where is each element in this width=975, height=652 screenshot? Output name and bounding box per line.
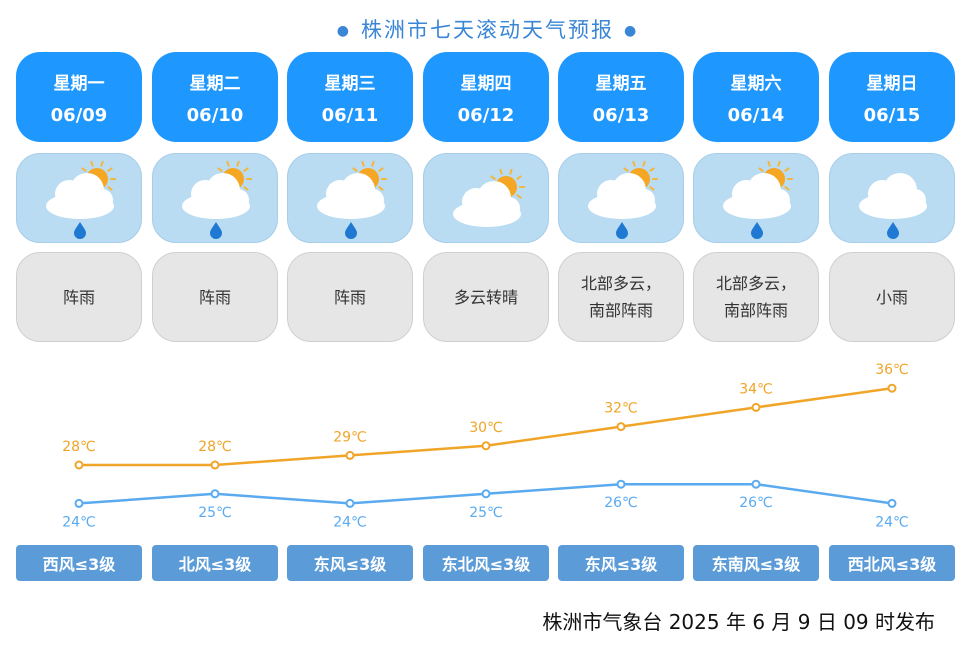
weather-desc: 多云转晴 xyxy=(423,252,549,342)
weekday-label: 星期五 xyxy=(595,74,647,94)
sun-cloud-rain-icon xyxy=(182,160,252,239)
weather-icon-card xyxy=(558,153,684,243)
weather-icon-card xyxy=(287,153,413,243)
day-column: 星期日 06/15 小雨 xyxy=(829,52,955,342)
weather-desc: 阵雨 xyxy=(16,252,142,342)
page-title: ● 株洲市七天滚动天气预报 ● xyxy=(0,14,975,44)
low-temp-label: 24℃ xyxy=(62,514,96,530)
high-temp-point xyxy=(616,422,626,432)
date-card: 星期一 06/09 xyxy=(16,52,142,142)
date-label: 06/13 xyxy=(592,105,650,126)
high-temp-point xyxy=(210,460,220,470)
high-temp-point xyxy=(751,402,761,412)
weather-desc: 北部多云， 南部阵雨 xyxy=(693,252,819,342)
high-temp-point xyxy=(74,460,84,470)
low-temp-label: 24℃ xyxy=(875,514,909,530)
cloud-rain-icon xyxy=(859,173,927,239)
weather-desc: 阵雨 xyxy=(152,252,278,342)
sun-cloud-icon xyxy=(453,168,525,227)
date-label: 06/09 xyxy=(50,105,108,126)
low-temp-point xyxy=(345,498,355,508)
date-label: 06/12 xyxy=(457,105,515,126)
sun-cloud-rain-icon xyxy=(723,160,793,239)
low-temp-label: 24℃ xyxy=(333,514,367,530)
weather-desc: 小雨 xyxy=(829,252,955,342)
low-temp-point xyxy=(210,489,220,499)
weekday-label: 星期四 xyxy=(460,74,512,94)
weather-icon-card xyxy=(423,153,549,243)
wind-tag: 东北风≤3级 xyxy=(423,545,549,581)
high-temp-label: 28℃ xyxy=(62,439,96,455)
day-column: 星期四 06/12 多云转晴 xyxy=(423,52,549,342)
publish-note: 株洲市气象台 2025 年 6 月 9 日 09 时发布 xyxy=(542,610,935,634)
low-temp-point xyxy=(481,489,491,499)
low-temp-point xyxy=(887,498,897,508)
wind-tag: 东风≤3级 xyxy=(287,545,413,581)
weekday-label: 星期六 xyxy=(730,74,782,94)
date-label: 06/10 xyxy=(186,105,244,126)
sun-cloud-rain-icon xyxy=(588,160,658,239)
date-card: 星期四 06/12 xyxy=(423,52,549,142)
date-card: 星期二 06/10 xyxy=(152,52,278,142)
day-column: 星期六 06/14 北部多云， 南部阵雨 xyxy=(693,52,819,342)
day-column: 星期一 06/09 阵雨 xyxy=(16,52,142,342)
high-temp-label: 29℃ xyxy=(333,429,367,445)
high-temp-label: 36℃ xyxy=(875,362,909,378)
wind-tag: 东风≤3级 xyxy=(558,545,684,581)
low-temp-label: 25℃ xyxy=(469,505,503,521)
weather-icon-card xyxy=(16,153,142,243)
wind-tag: 西北风≤3级 xyxy=(829,545,955,581)
temperature-chart: 28℃ 28℃ 29℃ 30℃ 32℃ 34℃ 36℃ 24℃ 25℃ 24℃ 25℃ 26℃ 26℃ 2… xyxy=(62,362,909,530)
sun-cloud-rain-icon xyxy=(46,160,116,239)
date-card: 星期三 06/11 xyxy=(287,52,413,142)
weather-desc: 北部多云， 南部阵雨 xyxy=(558,252,684,342)
low-temp-label: 25℃ xyxy=(198,505,232,521)
wind-tag: 北风≤3级 xyxy=(152,545,278,581)
date-card: 星期六 06/14 xyxy=(693,52,819,142)
title-dot-icon: ● xyxy=(336,23,351,39)
wind-tag: 西风≤3级 xyxy=(16,545,142,581)
weather-icon-card xyxy=(152,153,278,243)
low-temp-label: 26℃ xyxy=(604,495,638,511)
low-temp-point xyxy=(751,479,761,489)
weekday-label: 星期三 xyxy=(324,74,376,94)
title-text: 株洲市七天滚动天气预报 xyxy=(361,18,614,42)
day-column: 星期二 06/10 阵雨 xyxy=(152,52,278,342)
wind-tag: 东南风≤3级 xyxy=(693,545,819,581)
high-temp-point xyxy=(481,441,491,451)
low-temp-point xyxy=(616,479,626,489)
title-dot-icon: ● xyxy=(624,23,639,39)
high-temp-label: 32℃ xyxy=(604,401,638,417)
day-column: 星期三 06/11 阵雨 xyxy=(287,52,413,342)
day-column: 星期五 06/13 北部多云， 南部阵雨 xyxy=(558,52,684,342)
sun-cloud-rain-icon xyxy=(317,160,387,239)
weekday-label: 星期一 xyxy=(53,74,105,94)
weather-icon-card xyxy=(693,153,819,243)
low-temp-label: 26℃ xyxy=(739,495,773,511)
date-label: 06/11 xyxy=(321,105,379,126)
weekday-label: 星期二 xyxy=(189,74,241,94)
weekday-label: 星期日 xyxy=(866,74,918,94)
low-temp-point xyxy=(74,498,84,508)
high-temp-label: 28℃ xyxy=(198,439,232,455)
high-temp-point xyxy=(345,450,355,460)
high-temp-label: 30℃ xyxy=(469,420,503,436)
weather-icon-card xyxy=(829,153,955,243)
date-label: 06/14 xyxy=(727,105,785,126)
weather-desc: 阵雨 xyxy=(287,252,413,342)
date-label: 06/15 xyxy=(863,105,921,126)
high-temp-label: 34℃ xyxy=(739,381,773,397)
date-card: 星期日 06/15 xyxy=(829,52,955,142)
date-card: 星期五 06/13 xyxy=(558,52,684,142)
high-temp-point xyxy=(887,383,897,393)
